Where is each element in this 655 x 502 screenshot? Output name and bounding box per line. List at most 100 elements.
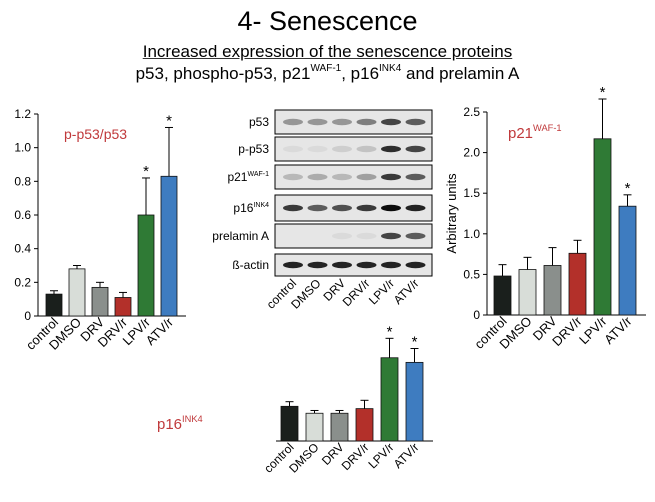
subtitle-sup-waf1: WAF-1 — [310, 63, 342, 74]
bar-drv — [543, 265, 562, 316]
blot-band — [307, 145, 328, 153]
blot-band — [307, 261, 328, 269]
blot-band — [405, 204, 426, 212]
significance-marker: * — [143, 163, 149, 180]
blot-band — [356, 204, 377, 212]
blot-band — [332, 204, 352, 212]
chart-title-text: p-p53/p53 — [64, 126, 127, 142]
subtitle-text-b: , p16 — [341, 64, 380, 83]
slide-subtitle-line1: Increased expression of the senescence p… — [142, 42, 513, 61]
blot-band — [332, 173, 352, 181]
chart-title: p-p53/p53 — [64, 126, 127, 142]
blot-band — [381, 261, 401, 269]
blot-band — [381, 173, 401, 181]
chart-title: p16INK4 — [157, 414, 203, 433]
y-tick-label: 2.0 — [463, 146, 480, 160]
blot-row-label-text: p-p53 — [238, 142, 269, 156]
chart-title-text: p16 — [157, 416, 182, 433]
subtitle-text-c: and prelamin A — [401, 64, 520, 83]
bar-drv-r — [568, 252, 587, 316]
blot-band — [283, 173, 303, 181]
blot-strip — [274, 253, 433, 277]
bar-drv-r — [114, 297, 132, 317]
category-label: ATV/r — [143, 314, 177, 348]
y-tick-label: 1.5 — [463, 186, 480, 200]
blot-row-label: p53 — [249, 115, 269, 129]
slide-subtitle-line2: p53, phospho-p53, p21WAF-1, p16INK4 and … — [0, 64, 655, 84]
blot-band — [405, 232, 426, 240]
blot-row-label-text: p16 — [233, 201, 253, 215]
bar-control — [493, 275, 512, 316]
blot-row-label: p16INK4 — [233, 201, 269, 215]
y-tick-label: 0.6 — [14, 208, 31, 222]
bar-control — [45, 293, 63, 317]
significance-marker: * — [166, 112, 172, 129]
y-tick-label: 0.5 — [463, 267, 480, 281]
blot-band — [283, 118, 303, 126]
y-tick-label: 0 — [473, 308, 480, 322]
significance-marker: * — [600, 84, 606, 101]
y-tick-label: 0 — [24, 309, 31, 323]
blot-band — [381, 204, 401, 212]
chart-0: 00.20.40.60.81.01.2controlDMSODRVDRV/r*L… — [14, 107, 186, 353]
bar-dmso — [518, 269, 537, 316]
category-label: DRV/r — [339, 440, 372, 473]
category-label: ATV/r — [391, 440, 422, 471]
bar-dmso — [68, 268, 86, 317]
significance-marker: * — [412, 334, 418, 351]
blot-band — [332, 232, 352, 240]
bar-lpv-r — [137, 214, 155, 317]
blot-band — [405, 261, 426, 269]
chart-title-sup: INK4 — [182, 414, 203, 424]
blot-row-label-text: ß-actin — [232, 258, 269, 272]
bar-drv — [91, 286, 109, 317]
category-label: DRV/r — [549, 313, 585, 349]
blot-row-label-sup: WAF-1 — [247, 171, 269, 178]
chart-title-text: p21 — [508, 125, 533, 142]
blot-band — [332, 145, 352, 153]
y-tick-label: 0.8 — [14, 174, 31, 188]
y-tick-label: 0.4 — [14, 242, 31, 256]
western-blot: p53 p-p53 p21WAF-1 p16INK4 prelamin A ß-actin… — [212, 109, 433, 312]
bar-lpv-r — [593, 138, 612, 316]
blot-lane-label: ATV/r — [391, 276, 422, 307]
blot-band — [405, 145, 426, 153]
bar-drv — [330, 412, 349, 442]
significance-marker: * — [625, 180, 631, 197]
bar-dmso — [305, 412, 324, 442]
y-tick-label: 2.5 — [463, 105, 480, 119]
category-label: LPV/r — [576, 313, 610, 347]
bar-atv-r — [405, 361, 424, 442]
blot-band — [283, 145, 303, 153]
blot-band — [356, 232, 377, 240]
blot-band — [307, 173, 328, 181]
bar-lpv-r — [380, 357, 399, 442]
blot-lane-label: DRV/r — [340, 276, 373, 309]
category-label: ATV/r — [601, 313, 635, 347]
blot-band — [381, 145, 401, 153]
blot-row-label: prelamin A — [212, 229, 269, 243]
blot-band — [307, 118, 328, 126]
blot-lane-label: LPV/r — [366, 276, 397, 307]
y-tick-label: 1.0 — [14, 141, 31, 155]
blot-row-label-text: prelamin A — [212, 229, 269, 243]
chart-title-sup: WAF-1 — [533, 123, 562, 133]
blot-band — [356, 261, 377, 269]
blot-band — [381, 232, 401, 240]
bar-atv-r — [618, 205, 637, 316]
blot-band — [307, 204, 328, 212]
chart-title: p21WAF-1 — [508, 123, 562, 142]
blot-band — [356, 145, 377, 153]
y-tick-label: 0.2 — [14, 275, 31, 289]
y-tick-label: 1.0 — [463, 227, 480, 241]
y-tick-label: 1.2 — [14, 107, 31, 121]
blot-band — [356, 173, 377, 181]
blot-row-label-sup: INK4 — [253, 202, 269, 209]
blot-strip — [274, 109, 433, 135]
blot-row-label: p21WAF-1 — [227, 170, 269, 184]
significance-marker: * — [387, 323, 393, 340]
blot-band — [283, 261, 303, 269]
